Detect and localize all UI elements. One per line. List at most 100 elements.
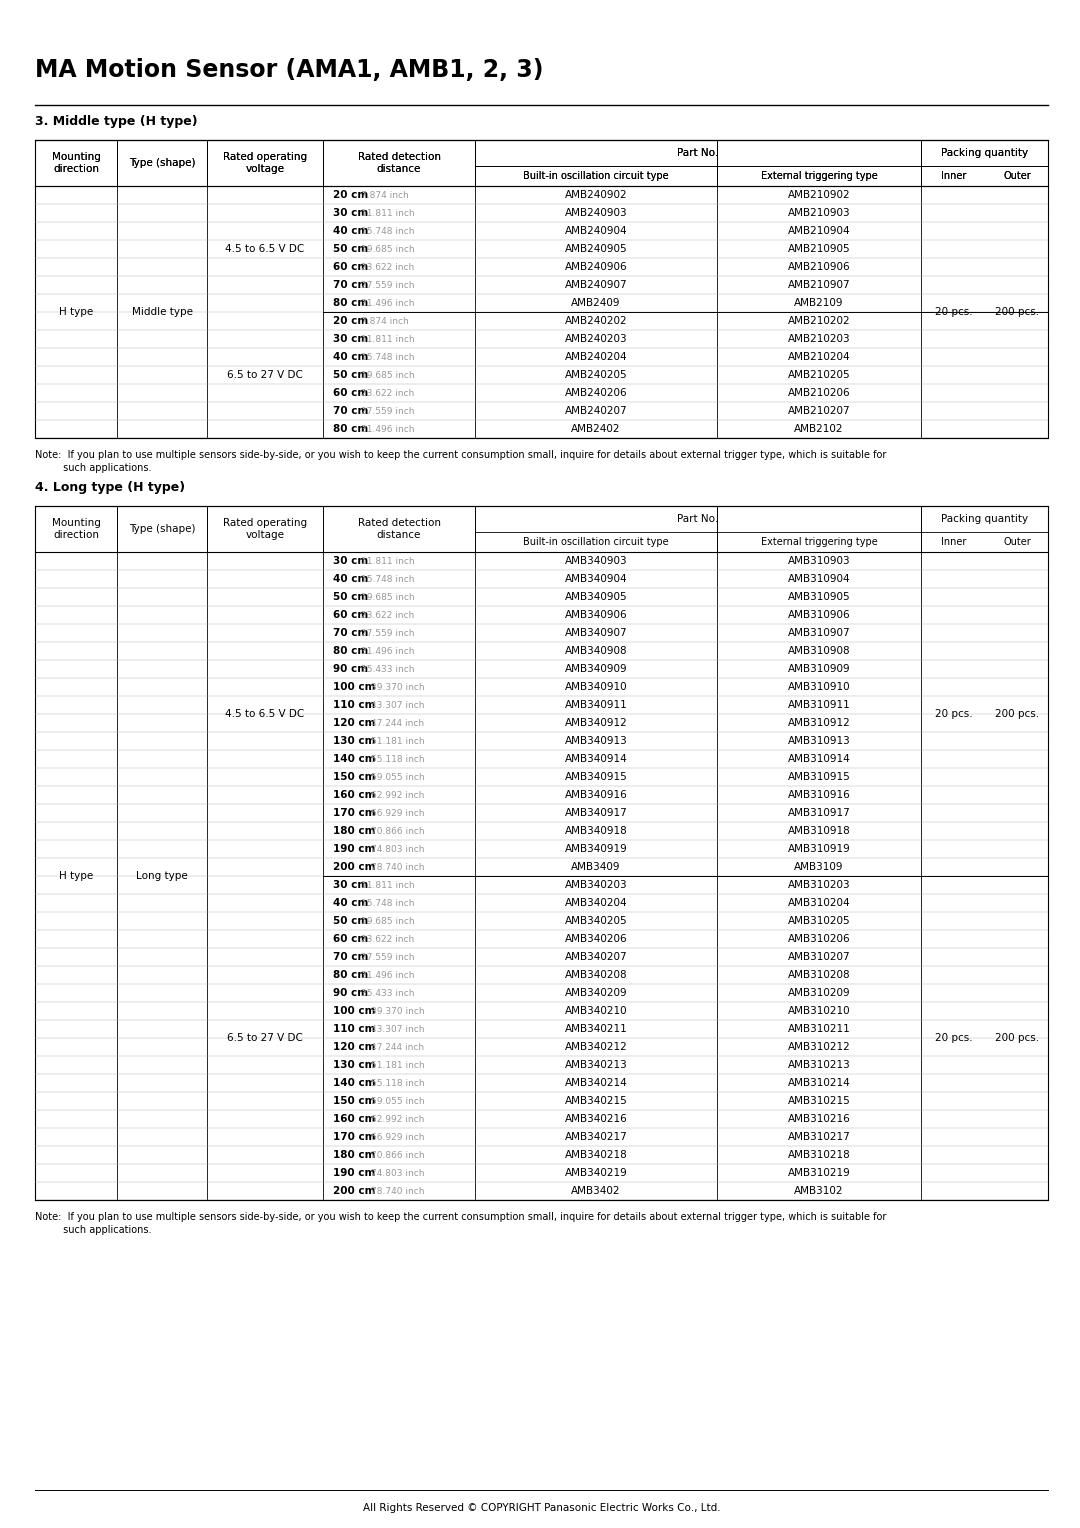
Text: AMB340918: AMB340918 [565, 827, 627, 836]
Text: AMB210206: AMB210206 [787, 388, 850, 397]
Text: 150 cm: 150 cm [333, 1096, 376, 1106]
Text: 110 cm: 110 cm [333, 700, 376, 711]
Text: 200 cm: 200 cm [333, 1186, 376, 1196]
Text: 7.874 inch: 7.874 inch [361, 191, 408, 200]
Text: AMB340205: AMB340205 [565, 915, 627, 926]
Text: 59.055 inch: 59.055 inch [372, 1097, 424, 1105]
Text: 20 pcs.: 20 pcs. [934, 307, 972, 316]
Text: 15.748 inch: 15.748 inch [361, 575, 415, 584]
Text: 90 cm: 90 cm [333, 665, 368, 674]
Bar [35, 141, 1048, 439]
Text: AMB340912: AMB340912 [565, 718, 627, 727]
Text: Rated detection
distance: Rated detection distance [357, 518, 441, 539]
Text: AMB340211: AMB340211 [565, 1024, 627, 1034]
Text: 70 cm: 70 cm [333, 628, 368, 639]
Text: AMB310208: AMB310208 [787, 970, 850, 979]
Text: AMB210204: AMB210204 [787, 351, 850, 362]
Text: 39.370 inch: 39.370 inch [372, 683, 424, 692]
Text: AMB340213: AMB340213 [565, 1060, 627, 1070]
Text: 19.685 inch: 19.685 inch [361, 244, 415, 254]
Text: External triggering type: External triggering type [760, 171, 877, 180]
Text: AMB310214: AMB310214 [787, 1077, 850, 1088]
Text: Part No.: Part No. [677, 148, 718, 157]
Text: AMB210205: AMB210205 [787, 370, 850, 380]
Text: 50 cm: 50 cm [333, 244, 368, 254]
Text: Inner: Inner [941, 171, 967, 180]
Text: AMB210903: AMB210903 [787, 208, 850, 219]
Text: 40 cm: 40 cm [333, 898, 368, 908]
Text: External triggering type: External triggering type [760, 171, 877, 180]
Text: 19.685 inch: 19.685 inch [361, 370, 415, 379]
Text: 150 cm: 150 cm [333, 772, 376, 782]
Text: AMB240906: AMB240906 [565, 261, 627, 272]
Text: AMB340919: AMB340919 [565, 843, 627, 854]
Text: 190 cm: 190 cm [333, 843, 376, 854]
Text: AMB210907: AMB210907 [787, 280, 850, 290]
Text: AMB340203: AMB340203 [565, 880, 627, 889]
Text: 19.685 inch: 19.685 inch [361, 917, 415, 926]
Text: 50 cm: 50 cm [333, 370, 368, 380]
Text: 80 cm: 80 cm [333, 423, 368, 434]
Text: Type (shape): Type (shape) [129, 157, 195, 168]
Text: 4. Long type (H type): 4. Long type (H type) [35, 481, 185, 495]
Text: AMB340208: AMB340208 [565, 970, 627, 979]
Text: AMB310207: AMB310207 [787, 952, 850, 963]
Text: AMB310904: AMB310904 [787, 575, 850, 584]
Text: AMB310917: AMB310917 [787, 808, 850, 817]
Text: 30 cm: 30 cm [333, 208, 368, 219]
Text: AMB310213: AMB310213 [787, 1060, 850, 1070]
Text: 47.244 inch: 47.244 inch [372, 1042, 424, 1051]
Text: 90 cm: 90 cm [333, 989, 368, 998]
Text: AMB340217: AMB340217 [565, 1132, 627, 1141]
Text: AMB310909: AMB310909 [787, 665, 850, 674]
Text: Outer: Outer [1003, 171, 1031, 180]
Text: Rated detection
distance: Rated detection distance [357, 153, 441, 174]
Text: 200 cm: 200 cm [333, 862, 376, 872]
Text: 27.559 inch: 27.559 inch [361, 281, 415, 289]
Text: AMB340219: AMB340219 [565, 1167, 627, 1178]
Text: 19.685 inch: 19.685 inch [361, 593, 415, 602]
Text: 100 cm: 100 cm [333, 1005, 376, 1016]
Text: 27.559 inch: 27.559 inch [361, 952, 415, 961]
Text: 27.559 inch: 27.559 inch [361, 628, 415, 637]
Text: AMB310205: AMB310205 [787, 915, 850, 926]
Text: Inner: Inner [941, 171, 967, 180]
Text: 60 cm: 60 cm [333, 934, 368, 944]
Text: AMB340908: AMB340908 [565, 646, 627, 656]
Text: AMB310209: AMB310209 [787, 989, 850, 998]
Text: AMB340216: AMB340216 [565, 1114, 627, 1125]
Text: AMB3102: AMB3102 [794, 1186, 843, 1196]
Text: AMB310903: AMB310903 [787, 556, 850, 565]
Text: 50 cm: 50 cm [333, 915, 368, 926]
Text: Mounting
direction: Mounting direction [52, 518, 100, 539]
Text: AMB340916: AMB340916 [565, 790, 627, 801]
Text: 20 cm: 20 cm [333, 189, 368, 200]
Text: AMB240204: AMB240204 [565, 351, 627, 362]
Text: 120 cm: 120 cm [333, 718, 376, 727]
Text: 100 cm: 100 cm [333, 681, 376, 692]
Text: 160 cm: 160 cm [333, 1114, 376, 1125]
Text: Mounting
direction: Mounting direction [52, 153, 100, 174]
Text: AMB310905: AMB310905 [787, 591, 850, 602]
Text: 62.992 inch: 62.992 inch [372, 1114, 424, 1123]
Text: AMB310216: AMB310216 [787, 1114, 850, 1125]
Text: H type: H type [59, 307, 93, 316]
Text: 40 cm: 40 cm [333, 351, 368, 362]
Text: 31.496 inch: 31.496 inch [361, 298, 415, 307]
Text: 7.874 inch: 7.874 inch [361, 316, 408, 325]
Text: Built-in oscillation circuit type: Built-in oscillation circuit type [523, 536, 669, 547]
Text: 47.244 inch: 47.244 inch [372, 718, 424, 727]
Text: Type (shape): Type (shape) [129, 157, 195, 168]
Text: AMB310914: AMB310914 [787, 753, 850, 764]
Text: 78.740 inch: 78.740 inch [372, 1187, 424, 1195]
Text: AMB210902: AMB210902 [787, 189, 850, 200]
Text: AMB240905: AMB240905 [565, 244, 627, 254]
Text: AMB240206: AMB240206 [565, 388, 627, 397]
Text: AMB240205: AMB240205 [565, 370, 627, 380]
Text: AMB240904: AMB240904 [565, 226, 627, 235]
Text: AMB240202: AMB240202 [565, 316, 627, 325]
Text: H type: H type [59, 871, 93, 882]
Text: AMB310206: AMB310206 [787, 934, 850, 944]
Text: 15.748 inch: 15.748 inch [361, 353, 415, 362]
Text: 170 cm: 170 cm [333, 1132, 376, 1141]
